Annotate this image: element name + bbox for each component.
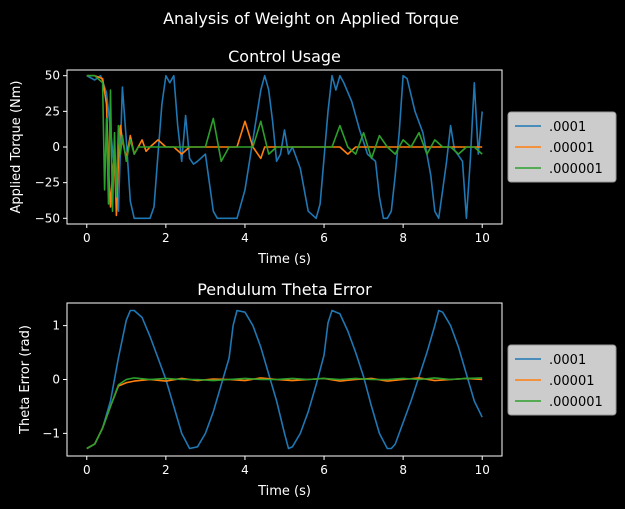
x-tick-label: 2 [162, 463, 170, 477]
y-tick-label: 25 [45, 104, 60, 118]
figure-suptitle: Analysis of Weight on Applied Torque [163, 9, 459, 28]
series-line-1 [86, 309, 483, 450]
y-tick-label: −25 [35, 176, 60, 190]
x-tick-label: 4 [241, 231, 249, 245]
x-tick-label: 6 [320, 231, 328, 245]
legend-label: .0001 [549, 353, 586, 368]
legend-label: .00001 [549, 374, 595, 389]
y-tick-label: 1 [52, 319, 60, 333]
legend: .0001 .00001 .000001 [507, 344, 617, 416]
y-tick-label: 0 [52, 140, 60, 154]
x-tick-label: 10 [475, 231, 490, 245]
legend: .0001 .00001 .000001 [507, 111, 617, 183]
legend-label: .000001 [549, 162, 603, 177]
x-tick-label: 10 [475, 463, 490, 477]
legend-label: .0001 [549, 120, 586, 135]
series-line-3 [86, 74, 483, 212]
chart-2: Pendulum Theta Error 0 2 4 6 8 10 −1 0 1 Time (s) T… [18, 280, 617, 499]
legend-label: .00001 [549, 141, 595, 156]
y-axis-label: Applied Torque (Nm) [9, 81, 24, 214]
x-tick-label: 8 [399, 231, 407, 245]
x-tick-label: 8 [399, 463, 407, 477]
series-line-2 [86, 377, 483, 450]
legend-box [507, 344, 617, 416]
legend-label: .000001 [549, 395, 603, 410]
chart-title: Control Usage [228, 47, 341, 66]
chart-title: Pendulum Theta Error [197, 280, 372, 299]
x-axis-label: Time (s) [257, 252, 311, 267]
y-tick-label: −1 [42, 426, 60, 440]
y-tick-label: 50 [45, 69, 60, 83]
x-tick-label: 4 [241, 463, 249, 477]
series-line-3 [86, 377, 483, 450]
y-axis-label: Theta Error (rad) [18, 325, 33, 435]
x-tick-label: 0 [83, 231, 91, 245]
x-tick-label: 0 [83, 463, 91, 477]
x-axis-label: Time (s) [257, 484, 311, 499]
y-tick-label: −50 [35, 211, 60, 225]
legend-box [507, 111, 617, 183]
chart-1: Control Usage 0 2 4 6 8 10 −50 −25 0 25 50 Time (s) A… [9, 47, 617, 267]
series-line-2 [86, 74, 483, 217]
x-tick-label: 2 [162, 231, 170, 245]
y-tick-label: 0 [52, 373, 60, 387]
x-tick-label: 6 [320, 463, 328, 477]
